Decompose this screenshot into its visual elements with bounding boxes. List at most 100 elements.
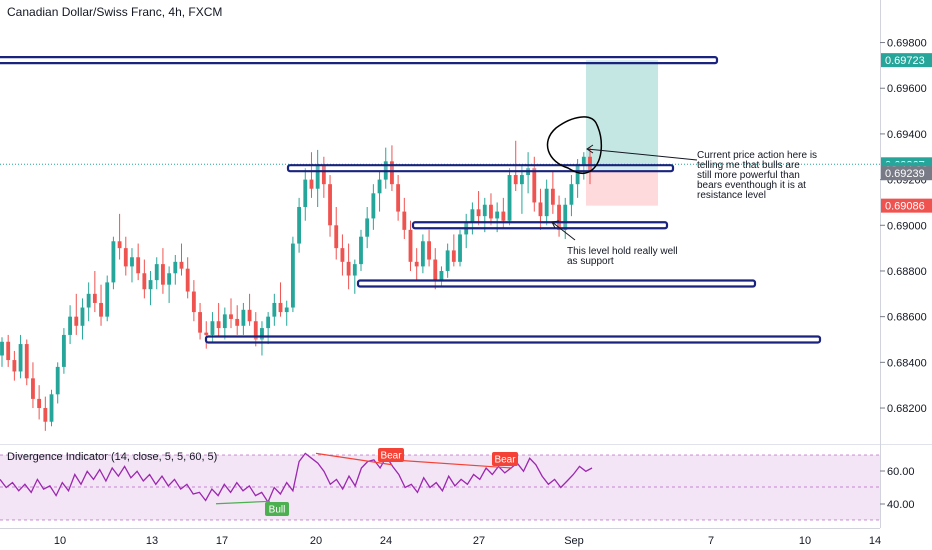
candle-body xyxy=(31,378,35,399)
candle-body xyxy=(253,321,258,340)
candle xyxy=(439,266,444,287)
candle xyxy=(24,339,29,386)
candle-body xyxy=(390,161,394,185)
indicator-axis[interactable]: 60.00 40.00 xyxy=(880,466,915,511)
candle-body xyxy=(6,341,11,361)
candle xyxy=(154,257,159,290)
svg-text:Bear: Bear xyxy=(494,455,516,466)
annotation-arrow-top xyxy=(586,144,698,161)
price-tick-label: 0.68400 xyxy=(887,357,927,369)
candle xyxy=(266,312,271,345)
annotation-circle xyxy=(546,116,602,175)
candle-body xyxy=(142,273,147,290)
candle-body xyxy=(284,307,289,313)
candle xyxy=(334,207,339,260)
support-resistance-zones[interactable] xyxy=(0,56,822,344)
candle xyxy=(328,175,332,237)
chart-title: Canadian Dollar/Swiss Franc, 4h, FXCM xyxy=(7,5,222,19)
candle-body xyxy=(550,188,555,205)
candle-body xyxy=(309,179,314,189)
candle xyxy=(557,195,561,237)
candle-body xyxy=(161,264,165,285)
candle xyxy=(61,328,66,374)
candle-body xyxy=(371,193,376,219)
candle-body xyxy=(74,316,79,326)
take-profit-zone[interactable] xyxy=(586,60,658,171)
candle-body xyxy=(408,229,413,262)
candle xyxy=(6,334,11,367)
price-tag-bg xyxy=(881,198,932,213)
candle-body xyxy=(544,188,549,217)
time-tick-24: 24 xyxy=(380,535,392,547)
candle xyxy=(550,170,555,214)
candle xyxy=(297,197,302,253)
candle-body xyxy=(266,316,271,329)
candle-body xyxy=(173,261,178,274)
candle xyxy=(111,236,116,290)
candle xyxy=(427,229,431,267)
candle-body xyxy=(489,204,493,219)
indicator-line xyxy=(0,452,593,504)
candle xyxy=(191,280,196,322)
candle-body xyxy=(86,293,91,308)
candle xyxy=(315,149,320,208)
indicator-tick-60: 60.00 xyxy=(887,466,915,478)
candle xyxy=(377,170,382,212)
candle-body xyxy=(18,344,23,372)
svg-text:Bear: Bear xyxy=(380,451,402,462)
price-tag-bg xyxy=(881,166,932,181)
time-tick-27: 27 xyxy=(473,535,485,547)
candle xyxy=(74,293,79,335)
time-axis[interactable]: 10 13 17 20 24 27 Sep 7 10 14 xyxy=(54,535,881,547)
stop-loss-zone[interactable] xyxy=(586,170,658,206)
candle xyxy=(445,243,450,278)
candle-body xyxy=(92,293,97,303)
candle xyxy=(161,248,165,294)
candle xyxy=(216,302,221,338)
candle xyxy=(12,350,17,381)
candle xyxy=(482,197,487,233)
time-tick-10: 10 xyxy=(54,535,66,547)
candle-body xyxy=(513,175,518,185)
candle xyxy=(43,396,48,431)
zone-lower-support xyxy=(356,279,757,288)
candle xyxy=(402,197,407,239)
candle-body xyxy=(538,202,543,217)
candle xyxy=(0,337,4,367)
candle xyxy=(92,270,97,313)
candle xyxy=(229,298,233,329)
candle xyxy=(365,207,370,249)
candle-body xyxy=(49,394,54,422)
candle-body xyxy=(482,204,487,217)
candle-body xyxy=(235,318,240,326)
bear-divergence-line-1 xyxy=(315,452,393,466)
candle xyxy=(359,229,363,271)
candle-body xyxy=(130,257,134,267)
candle xyxy=(55,362,60,404)
candle-body xyxy=(445,250,450,271)
candle xyxy=(433,248,438,290)
candle-body xyxy=(117,241,122,249)
candle xyxy=(148,270,153,306)
zone-top-resistance xyxy=(0,56,719,65)
candle xyxy=(451,234,456,267)
candle-body xyxy=(402,211,407,230)
time-tick-10b: 10 xyxy=(799,535,811,547)
annotation-arrow-bottom xyxy=(551,220,576,241)
candle-body xyxy=(278,302,283,313)
candle-body xyxy=(377,179,382,194)
candle-body xyxy=(396,184,401,212)
candle-body xyxy=(272,302,277,317)
candle-body xyxy=(43,408,48,422)
candle xyxy=(179,243,184,276)
candle xyxy=(371,184,376,230)
candle-body xyxy=(198,312,202,333)
candle-body xyxy=(37,398,42,409)
price-tag-label: 0.69086 xyxy=(885,201,925,213)
candle xyxy=(86,282,91,322)
candle xyxy=(396,175,401,221)
price-axis[interactable]: 0.698000.696000.694000.692000.690000.688… xyxy=(880,38,927,415)
time-tick-7: 7 xyxy=(708,535,714,547)
candle-body xyxy=(24,344,29,379)
